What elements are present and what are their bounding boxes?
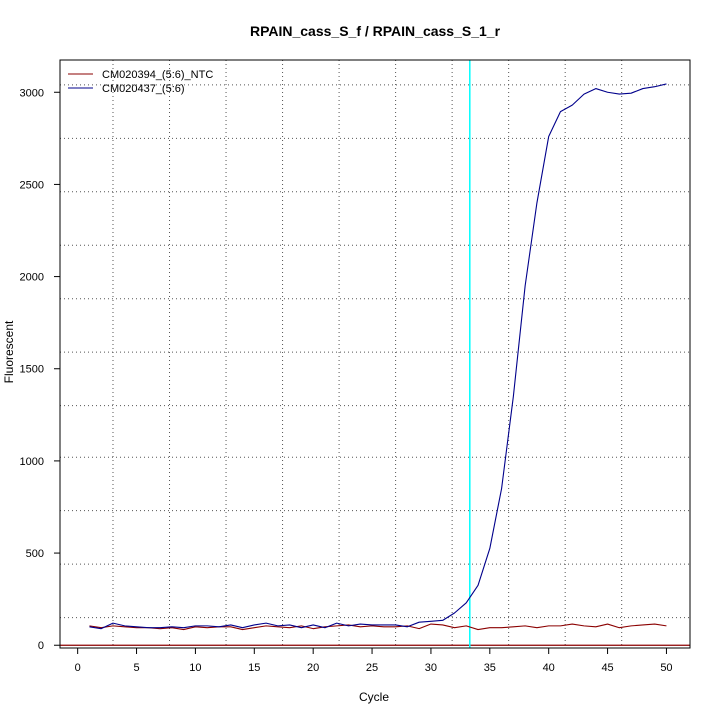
legend-label-1: CM020394_(5:6)_NTC — [102, 69, 213, 81]
x-axis-title: Cycle — [359, 690, 389, 704]
x-tick-label: 50 — [660, 662, 672, 674]
y-tick-label: 1500 — [20, 364, 44, 376]
x-tick-label: 45 — [601, 662, 613, 674]
plot-area-border — [59, 59, 691, 649]
y-tick-label: 500 — [26, 548, 44, 560]
x-tick-label: 40 — [543, 662, 555, 674]
x-tick-label: 0 — [75, 662, 81, 674]
series-line-1 — [89, 623, 667, 631]
series-layer — [60, 60, 690, 648]
legend: CM020394_(5:6)_NTC CM020437_(5:6) — [68, 69, 213, 95]
axes: 0 5 10 15 20 25 30 35 40 45 5005001000150020002500… — [20, 87, 673, 674]
y-tick-label: 0 — [38, 640, 44, 652]
y-tick-label: 2500 — [20, 179, 44, 191]
x-tick-label: 20 — [307, 662, 319, 674]
x-tick-label: 35 — [484, 662, 496, 674]
series-line-2 — [89, 83, 667, 630]
y-axis-title: Fluorescent — [2, 320, 16, 383]
y-tick-label: 3000 — [20, 87, 44, 99]
grid-lines — [60, 60, 690, 648]
y-tick-label: 1000 — [20, 456, 44, 468]
chart-title: RPAIN_cass_S_f / RPAIN_cass_S_1_r — [250, 23, 501, 39]
x-tick-label: 5 — [133, 662, 139, 674]
x-tick-label: 25 — [366, 662, 378, 674]
legend-label-2: CM020437_(5:6) — [102, 83, 185, 95]
y-tick-label: 2000 — [20, 272, 44, 284]
x-tick-label: 10 — [189, 662, 201, 674]
x-tick-label: 30 — [425, 662, 437, 674]
x-tick-label: 15 — [248, 662, 260, 674]
